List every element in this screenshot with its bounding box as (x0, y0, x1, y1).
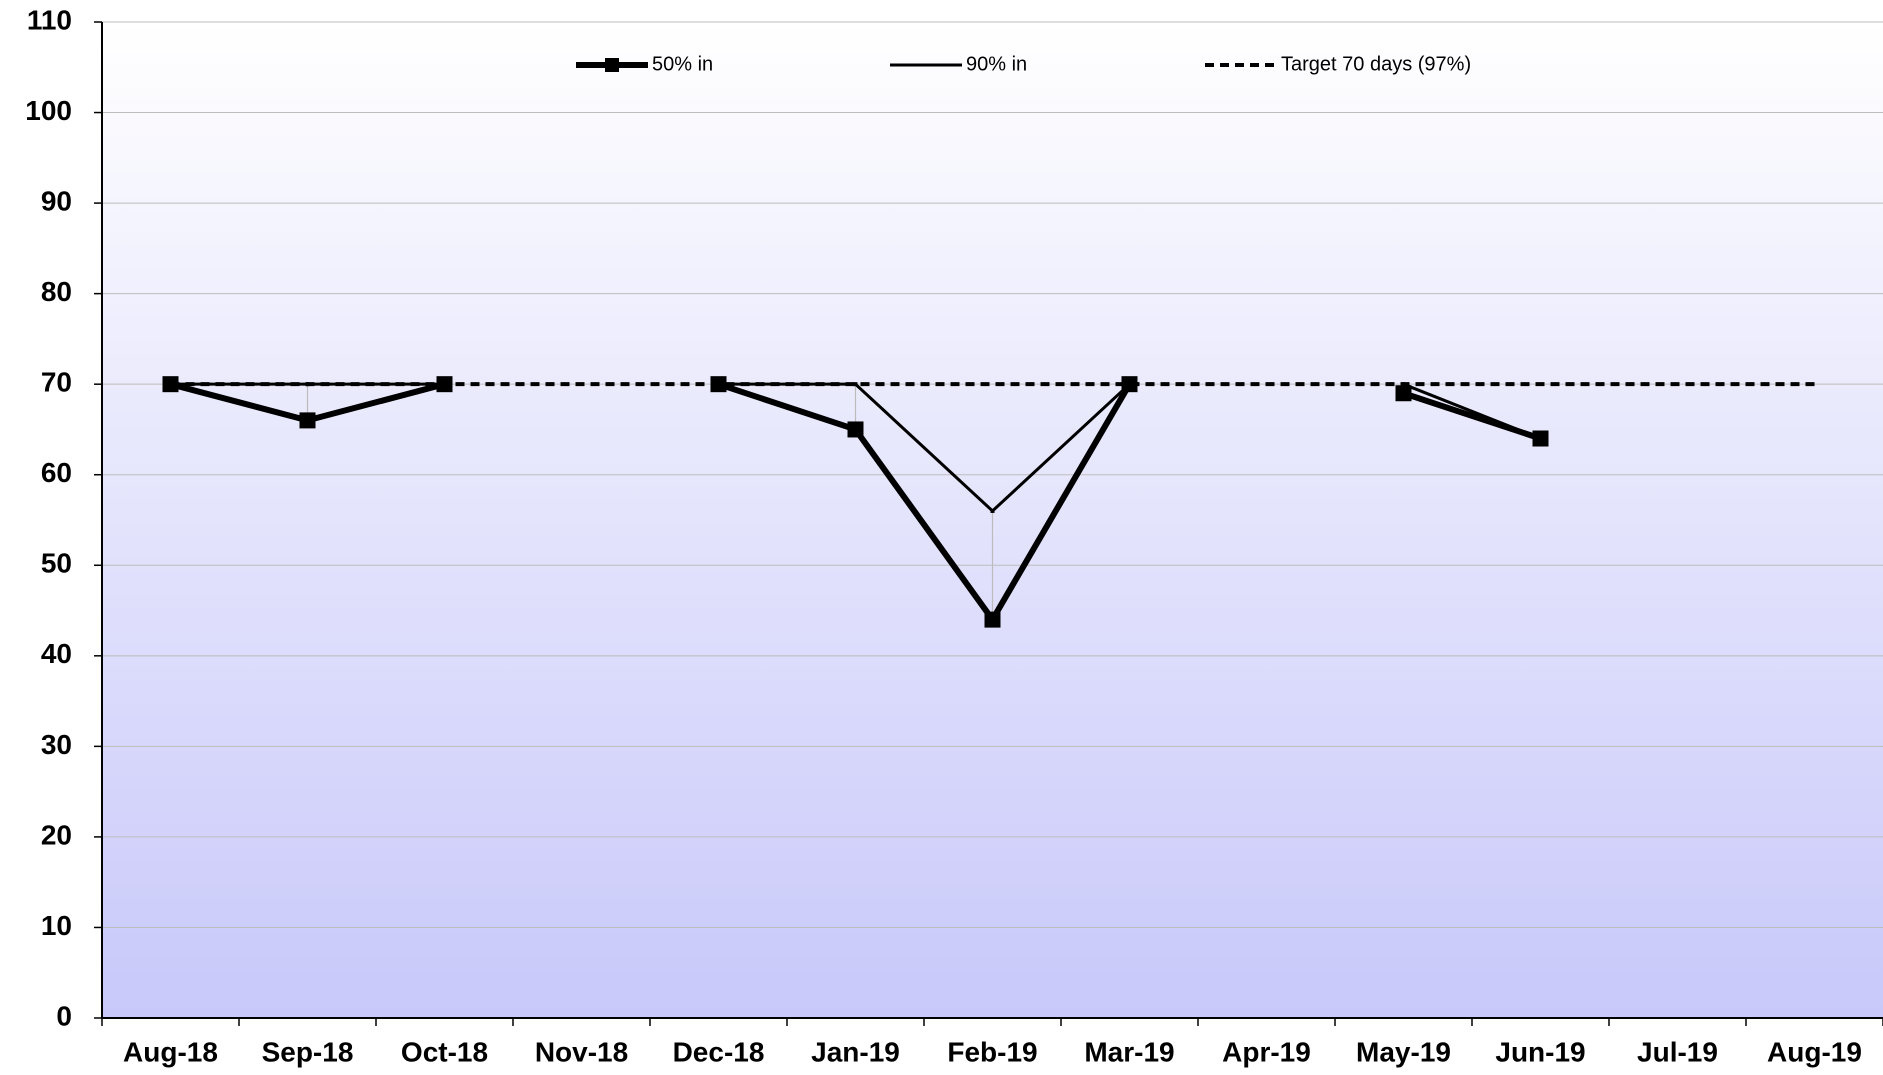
marker (1121, 376, 1138, 393)
marker (984, 611, 1001, 628)
legend-label: 90% in (966, 53, 1027, 75)
x-tick-label: Aug-18 (123, 1036, 218, 1067)
y-tick-label: 100 (25, 95, 72, 126)
x-tick-label: Apr-19 (1222, 1036, 1311, 1067)
marker (1532, 430, 1549, 447)
y-tick-label: 70 (41, 367, 72, 398)
y-tick-label: 10 (41, 910, 72, 941)
x-tick-label: Aug-19 (1767, 1036, 1862, 1067)
legend-marker (605, 58, 619, 72)
y-tick-label: 50 (41, 548, 72, 579)
x-tick-label: Feb-19 (947, 1036, 1037, 1067)
y-tick-label: 30 (41, 729, 72, 760)
legend-label: Target 70 days (97%) (1281, 53, 1471, 75)
marker (853, 382, 858, 387)
y-tick-label: 60 (41, 457, 72, 488)
x-tick-label: May-19 (1356, 1036, 1451, 1067)
x-tick-label: Dec-18 (673, 1036, 765, 1067)
y-tick-label: 40 (41, 638, 72, 669)
marker (436, 376, 453, 393)
y-tick-label: 80 (41, 276, 72, 307)
marker (847, 421, 864, 438)
x-tick-label: Mar-19 (1084, 1036, 1174, 1067)
x-tick-label: Jun-19 (1495, 1036, 1585, 1067)
x-tick-label: Nov-18 (535, 1036, 628, 1067)
y-tick-label: 110 (27, 4, 72, 35)
marker (1395, 385, 1412, 402)
x-tick-label: Jul-19 (1637, 1036, 1718, 1067)
x-tick-label: Oct-18 (401, 1036, 488, 1067)
legend-label: 50% in (652, 53, 713, 75)
y-tick-label: 20 (41, 819, 72, 850)
marker (1401, 382, 1406, 387)
marker (162, 376, 179, 393)
x-tick-label: Sep-18 (262, 1036, 354, 1067)
marker (710, 376, 727, 393)
x-tick-label: Jan-19 (811, 1036, 900, 1067)
y-tick-label: 0 (56, 1000, 72, 1031)
marker (305, 382, 310, 387)
y-tick-label: 90 (41, 185, 72, 216)
marker (990, 508, 995, 513)
marker (299, 412, 316, 429)
